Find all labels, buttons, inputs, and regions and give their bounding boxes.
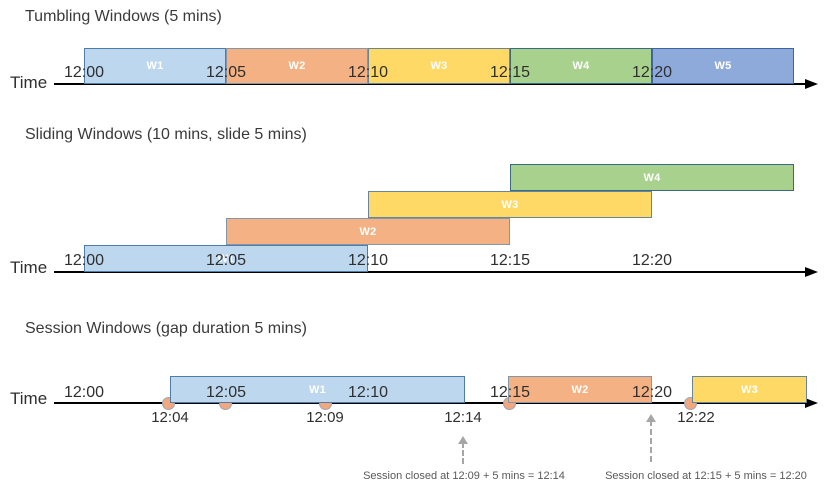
event-time-label-1: 12:09 [306,409,344,426]
tick-label-sliding-3: 12:15 [489,252,531,269]
session-close-arrow [646,414,656,462]
time-axis-arrowhead [805,79,818,89]
window-session-w1: W1 [170,376,465,403]
window-label: W3 [741,383,758,396]
window-sliding-w4: W4 [510,164,794,191]
time-axis-label: Time [10,389,48,408]
window-tumbling-w4: W4 [510,48,652,84]
window-sliding-w3: W3 [368,191,652,218]
window-sliding-w2: W2 [226,218,510,245]
session-close-annotation-0: Session closed at 12:09 + 5 mins = 12:14 [363,470,565,482]
time-axis-arrowhead [805,267,818,277]
window-tumbling-w5: W5 [652,48,794,84]
arrow-up-icon [646,414,656,422]
window-label: W5 [714,60,732,72]
arrow-dashed-line [462,442,464,464]
diagram-title-sliding: Sliding Windows (10 mins, slide 5 mins) [25,126,307,143]
arrow-up-icon [458,436,468,444]
time-axis-line [54,83,806,85]
window-label: W4 [572,60,590,72]
tick-label-tumbling-2: 12:10 [347,64,389,81]
tick-label-tumbling-4: 12:20 [631,64,673,81]
window-label: W2 [359,225,377,238]
tick-label-session-1: 12:05 [205,384,247,401]
tick-label-session-2: 12:10 [347,384,389,401]
window-label: W2 [571,383,589,396]
time-axis-line [54,271,806,273]
event-time-label-3: 12:22 [677,409,715,426]
window-label: W3 [501,198,519,211]
session-close-arrow [458,436,468,464]
diagram-title-session: Session Windows (gap duration 5 mins) [25,320,307,337]
tick-label-sliding-0: 12:00 [63,252,105,269]
window-tumbling-w2: W2 [226,48,368,84]
window-tumbling-w1: W1 [84,48,226,84]
session-close-annotation-1: Session closed at 12:15 + 5 mins = 12:20 [605,470,807,482]
window-label: W1 [146,60,164,72]
window-session-w2: W2 [508,376,652,403]
event-time-label-2: 12:14 [444,409,482,426]
tick-label-session-4: 12:20 [631,384,673,401]
time-axis-label: Time [10,73,48,92]
diagram-title-tumbling: Tumbling Windows (5 mins) [25,8,222,25]
tick-label-tumbling-3: 12:15 [489,64,531,81]
window-tumbling-w3: W3 [368,48,510,84]
tick-label-tumbling-1: 12:05 [205,64,247,81]
tick-label-tumbling-0: 12:00 [63,64,105,81]
time-axis-arrowhead [805,398,818,408]
tick-label-sliding-4: 12:20 [631,252,673,269]
event-time-label-0: 12:04 [151,409,189,426]
tick-label-session-3: 12:15 [489,384,531,401]
window-label: W1 [309,383,326,396]
window-session-w3: W3 [692,376,807,403]
window-label: W2 [288,60,306,72]
time-axis-line [54,402,806,404]
time-axis-label: Time [10,258,48,277]
window-sliding-w1: W1 [84,245,368,272]
tick-label-session-0: 12:00 [63,384,105,401]
window-label: W4 [643,171,661,184]
arrow-dashed-line [650,420,652,462]
tick-label-sliding-1: 12:05 [205,252,247,269]
window-label: W3 [430,60,448,72]
tick-label-sliding-2: 12:10 [347,252,389,269]
window-label: W1 [217,252,235,265]
